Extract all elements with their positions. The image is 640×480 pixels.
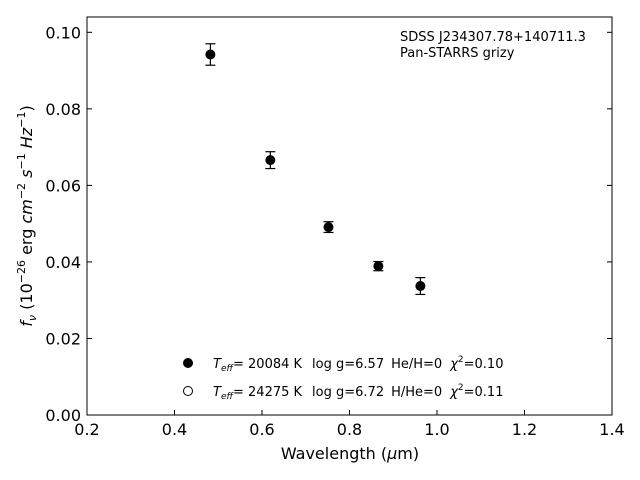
plot-frame xyxy=(86,16,613,416)
legend-marker-open xyxy=(183,386,193,396)
y-tick-label: 0.10 xyxy=(45,23,81,42)
annotation-line-2: Pan-STARRS grizy xyxy=(400,46,515,61)
y-axis: 0.00 0.02 0.04 0.06 0.08 0.10 xyxy=(45,23,612,425)
y-tick-label: 0.08 xyxy=(45,100,81,119)
data-point xyxy=(415,281,426,292)
x-tick-label: 0.8 xyxy=(337,420,362,439)
y-axis-label: fν (10−26 erg cm−2 s−1 Hz−1) xyxy=(15,105,39,326)
x-tick-label: 1.4 xyxy=(599,420,624,439)
y-tick-label: 0.06 xyxy=(45,176,81,195)
x-tick-label: 1.0 xyxy=(424,420,449,439)
x-axis-label: Wavelength (μm) xyxy=(281,444,419,463)
y-tick-label: 0.04 xyxy=(45,253,81,272)
x-tick-label: 1.2 xyxy=(512,420,537,439)
x-axis: 0.2 0.4 0.6 0.8 1.0 1.2 1.4 xyxy=(74,410,625,439)
x-tick-label: 0.2 xyxy=(74,420,99,439)
annotation-line-1: SDSS J234307.78+140711.3 xyxy=(400,30,586,45)
x-tick-label: 0.4 xyxy=(162,420,187,439)
data-points xyxy=(205,43,426,296)
data-point xyxy=(373,261,384,272)
data-point xyxy=(265,155,276,166)
y-tick-label: 0.00 xyxy=(45,406,81,425)
x-tick-label: 0.6 xyxy=(249,420,274,439)
data-point xyxy=(323,222,334,233)
y-tick-label: 0.02 xyxy=(45,329,81,348)
legend-marker-filled xyxy=(183,358,193,368)
data-point xyxy=(205,49,216,60)
